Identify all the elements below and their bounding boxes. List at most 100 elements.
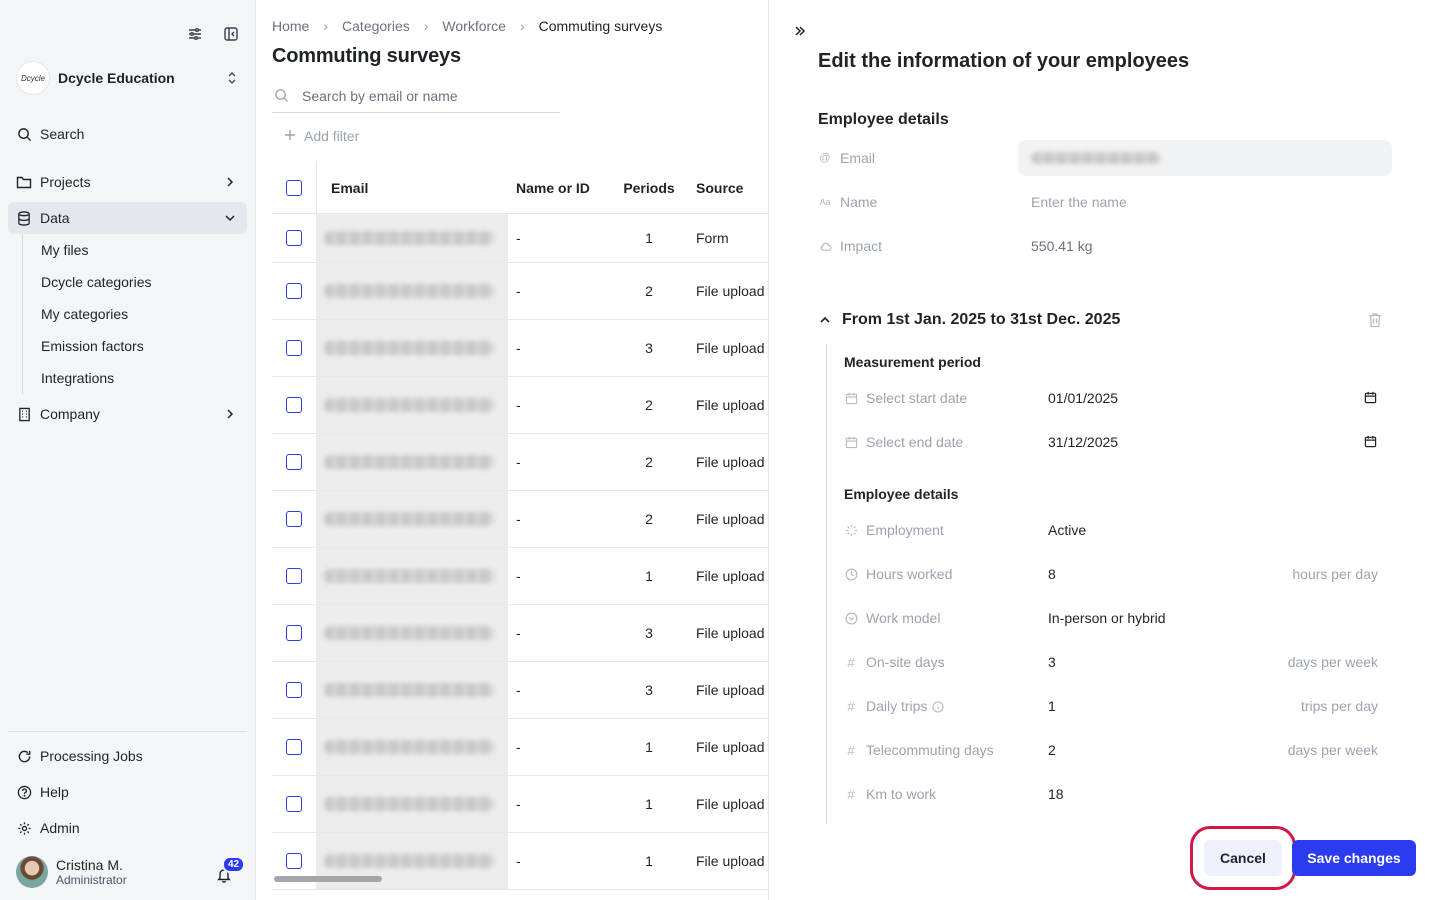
org-switcher[interactable]: Dcycle Dcycle Education	[16, 60, 239, 96]
row-checkbox[interactable]	[286, 511, 302, 527]
start-date-value: 01/01/2025	[1048, 390, 1119, 406]
nav-help[interactable]: Help	[8, 776, 247, 808]
chevron-up-down-icon	[225, 71, 239, 85]
impact-label: Impact	[840, 238, 883, 254]
email-cell	[316, 434, 508, 490]
row-checkbox[interactable]	[286, 853, 302, 869]
sliders-icon[interactable]	[187, 26, 203, 42]
building-icon	[16, 406, 32, 422]
main-content: Home › Categories › Workforce › Commutin…	[256, 0, 768, 900]
cancel-button[interactable]: Cancel	[1204, 840, 1282, 876]
row-checkbox[interactable]	[286, 682, 302, 698]
name-input[interactable]: Enter the name	[1031, 194, 1127, 210]
sidebar-item-dcycle-categories[interactable]: Dcycle categories	[41, 274, 152, 290]
table-row[interactable]: - 2 File upload	[272, 377, 768, 434]
row-checkbox[interactable]	[286, 283, 302, 299]
employment-field[interactable]: Employment Active	[844, 512, 1384, 548]
user-profile[interactable]: Cristina M. Administrator 42	[16, 855, 246, 889]
notification-count-badge: 42	[222, 856, 246, 873]
work-model-field[interactable]: Work model In-person or hybrid	[844, 600, 1384, 636]
daily-trips-field[interactable]: # Daily trips 1 trips per day	[844, 688, 1384, 724]
double-chevron-right-icon[interactable]	[793, 24, 809, 40]
telecommuting-value: 2	[1048, 742, 1056, 758]
start-date-field[interactable]: Select start date 01/01/2025	[844, 380, 1384, 416]
row-checkbox[interactable]	[286, 739, 302, 755]
blurred-email	[1031, 152, 1161, 164]
name-label: Name	[840, 194, 878, 210]
email-cell	[316, 548, 508, 604]
row-checkbox[interactable]	[286, 397, 302, 413]
impact-value: 550.41 kg	[1031, 238, 1093, 254]
table-row[interactable]: - 1 File upload	[272, 548, 768, 605]
km-to-work-field[interactable]: # Km to work 18	[844, 776, 1384, 812]
text-icon: Aa	[819, 197, 831, 207]
panel-title: Edit the information of your employees	[818, 50, 1190, 72]
blurred-email	[324, 284, 494, 298]
row-checkbox[interactable]	[286, 625, 302, 641]
calendar-icon[interactable]	[1364, 391, 1378, 405]
row-checkbox[interactable]	[286, 796, 302, 812]
nav-search[interactable]: Search	[8, 118, 247, 150]
source-cell: File upload	[696, 397, 765, 413]
column-header-email[interactable]: Email	[316, 162, 508, 213]
breadcrumb-separator-icon: ›	[423, 18, 429, 34]
collapse-sidebar-icon[interactable]	[223, 26, 239, 42]
select-all-checkbox[interactable]	[286, 179, 302, 196]
email-cell	[316, 320, 508, 376]
table-row[interactable]: - 2 File upload	[272, 491, 768, 548]
row-checkbox[interactable]	[286, 454, 302, 470]
nav-projects[interactable]: Projects	[8, 166, 247, 198]
table-row[interactable]: - 3 File upload	[272, 662, 768, 719]
table-row[interactable]: - 3 File upload	[272, 605, 768, 662]
sidebar-item-my-files[interactable]: My files	[41, 242, 89, 258]
table-row[interactable]: - 1 Form	[272, 214, 768, 263]
period-header[interactable]: From 1st Jan. 2025 to 31st Dec. 2025	[818, 306, 1392, 334]
name-cell: -	[516, 739, 521, 755]
horizontal-scrollbar[interactable]	[274, 876, 382, 882]
km-value: 18	[1048, 786, 1064, 802]
column-header-name[interactable]: Name or ID	[516, 179, 590, 196]
save-changes-button[interactable]: Save changes	[1292, 840, 1416, 876]
end-date-field[interactable]: Select end date 31/12/2025	[844, 424, 1384, 460]
name-cell: -	[516, 397, 521, 413]
telecommuting-unit: days per week	[1287, 742, 1378, 758]
column-header-source[interactable]: Source	[696, 179, 744, 196]
sidebar-item-emission-factors[interactable]: Emission factors	[41, 338, 144, 354]
notifications-button[interactable]: 42	[216, 856, 246, 885]
cloud-icon	[818, 239, 832, 253]
source-cell: File upload	[696, 796, 765, 812]
breadcrumb-categories[interactable]: Categories	[342, 18, 410, 34]
sidebar-item-my-categories[interactable]: My categories	[41, 306, 129, 322]
table-row[interactable]: - 1 File upload	[272, 833, 768, 890]
search-input[interactable]	[302, 88, 542, 104]
row-checkbox[interactable]	[286, 340, 302, 356]
email-input[interactable]	[1018, 140, 1392, 176]
sidebar-item-integrations[interactable]: Integrations	[41, 370, 115, 386]
table-row[interactable]: - 3 File upload	[272, 320, 768, 377]
nav-company[interactable]: Company	[8, 398, 247, 430]
calendar-icon[interactable]	[1364, 435, 1378, 449]
nav-data[interactable]: Data	[8, 202, 247, 234]
breadcrumb-workforce[interactable]: Workforce	[442, 18, 506, 34]
telecommuting-days-field[interactable]: # Telecommuting days 2 days per week	[844, 732, 1384, 768]
table-row[interactable]: - 2 File upload	[272, 434, 768, 491]
breadcrumb-separator-icon: ›	[519, 18, 525, 34]
info-icon[interactable]	[932, 700, 945, 713]
table-row[interactable]: - 1 File upload	[272, 776, 768, 833]
blurred-email	[324, 569, 494, 583]
table-row[interactable]: - 2 File upload	[272, 263, 768, 320]
hours-worked-field[interactable]: Hours worked 8 hours per day	[844, 556, 1384, 592]
breadcrumb-home[interactable]: Home	[272, 18, 310, 34]
nav-admin[interactable]: Admin	[8, 812, 247, 844]
row-checkbox[interactable]	[286, 230, 302, 246]
row-checkbox[interactable]	[286, 568, 302, 584]
measurement-period-heading: Measurement period	[844, 354, 981, 370]
trash-icon[interactable]	[1368, 312, 1384, 328]
column-header-periods[interactable]: Periods	[623, 179, 675, 196]
blurred-email	[324, 341, 494, 355]
add-filter-button[interactable]: Add filter	[284, 128, 359, 144]
table-row[interactable]: - 1 File upload	[272, 719, 768, 776]
email-cell	[316, 214, 508, 262]
onsite-days-field[interactable]: # On-site days 3 days per week	[844, 644, 1384, 680]
nav-processing-jobs[interactable]: Processing Jobs	[8, 740, 247, 772]
